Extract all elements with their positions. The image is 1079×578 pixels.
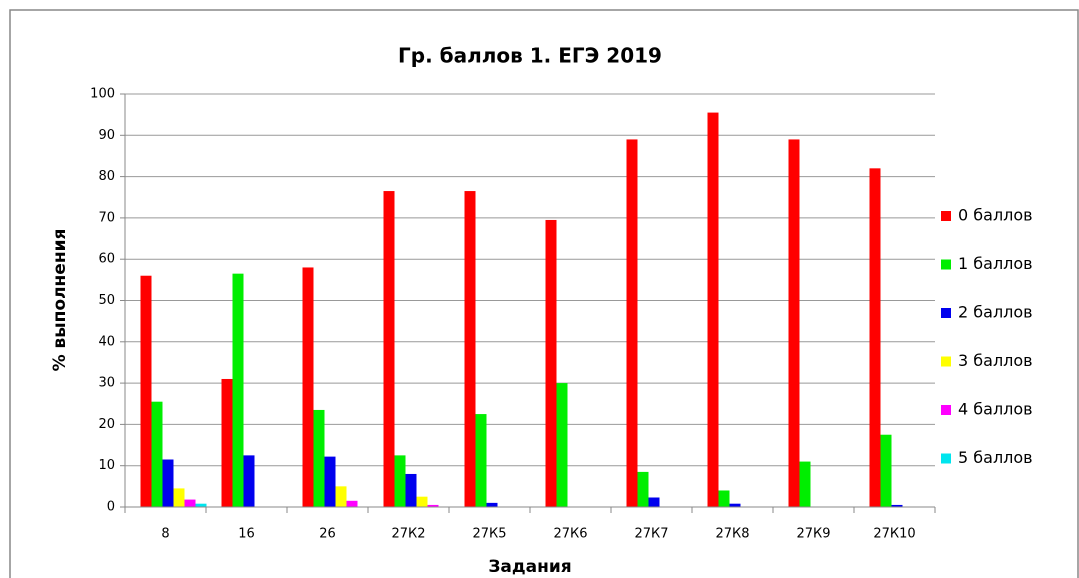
- legend-label: 2 баллов: [958, 303, 1033, 322]
- y-tick-label: 70: [98, 210, 115, 225]
- legend-swatch: [941, 356, 951, 367]
- bar: [707, 112, 719, 508]
- bar: [383, 191, 395, 507]
- x-tick-label: 27К7: [634, 527, 668, 542]
- y-tick-label: 40: [98, 334, 115, 349]
- x-tick-label: 27К10: [873, 527, 915, 542]
- y-tick-label: 20: [98, 417, 115, 432]
- bar: [799, 461, 811, 507]
- legend-swatch: [941, 308, 951, 318]
- y-tick-label: 10: [98, 458, 115, 473]
- legend-swatch: [941, 405, 951, 415]
- bar: [556, 383, 568, 507]
- bar: [788, 139, 800, 507]
- bar: [346, 500, 358, 507]
- x-tick-label: 27К9: [796, 527, 830, 542]
- y-tick-label: 0: [107, 500, 115, 515]
- bar: [416, 496, 428, 507]
- bar: [313, 409, 325, 507]
- legend-label: 4 баллов: [958, 400, 1033, 419]
- x-tick-label: 26: [319, 527, 336, 542]
- bar: [869, 168, 881, 507]
- bar: [486, 502, 498, 507]
- bar: [394, 455, 406, 507]
- bar: [221, 378, 233, 507]
- x-axis-label: Задания: [488, 557, 571, 577]
- chart-title: Гр. баллов 1. ЕГЭ 2019: [398, 44, 662, 68]
- bar: [184, 499, 196, 507]
- bar: [243, 455, 255, 507]
- x-tick-label: 27К5: [472, 527, 506, 542]
- bar: [891, 504, 903, 507]
- legend-swatch: [941, 259, 951, 270]
- bar: [195, 503, 207, 507]
- y-tick-label: 90: [98, 128, 115, 143]
- bar: [880, 434, 892, 507]
- x-tick-label: 27К8: [715, 527, 749, 542]
- legend-swatch: [941, 211, 951, 221]
- legend-label: 0 баллов: [958, 206, 1033, 225]
- bar: [718, 490, 730, 507]
- legend-swatch: [941, 453, 951, 464]
- bar: [162, 459, 174, 507]
- legend-label: 5 баллов: [958, 448, 1033, 467]
- bar: [140, 275, 152, 507]
- bar: [173, 488, 185, 507]
- legend-label: 1 баллов: [958, 254, 1033, 273]
- bar: [405, 473, 417, 507]
- bar: [324, 456, 336, 507]
- bar: [232, 273, 244, 507]
- y-axis-label: % выполнения: [50, 229, 70, 372]
- chart-frame: [9, 9, 1079, 578]
- bar: [335, 486, 347, 507]
- bar: [545, 219, 557, 507]
- x-tick-label: 8: [161, 527, 169, 542]
- bar: [427, 504, 439, 507]
- bar: [302, 267, 314, 507]
- bar: [151, 401, 163, 507]
- bar: [464, 191, 476, 507]
- legend-label: 3 баллов: [958, 351, 1033, 370]
- y-tick-label: 100: [90, 87, 115, 102]
- bar: [648, 497, 660, 507]
- bar: [626, 139, 638, 507]
- bar: [475, 414, 487, 507]
- x-tick-label: 27К2: [391, 527, 425, 542]
- bar: [729, 503, 741, 507]
- x-tick-label: 27К6: [553, 527, 587, 542]
- y-tick-label: 80: [98, 169, 115, 184]
- x-tick-label: 16: [238, 527, 255, 542]
- bar: [637, 471, 649, 507]
- y-tick-label: 50: [98, 293, 115, 308]
- y-tick-label: 30: [98, 376, 115, 391]
- y-tick-label: 60: [98, 252, 115, 267]
